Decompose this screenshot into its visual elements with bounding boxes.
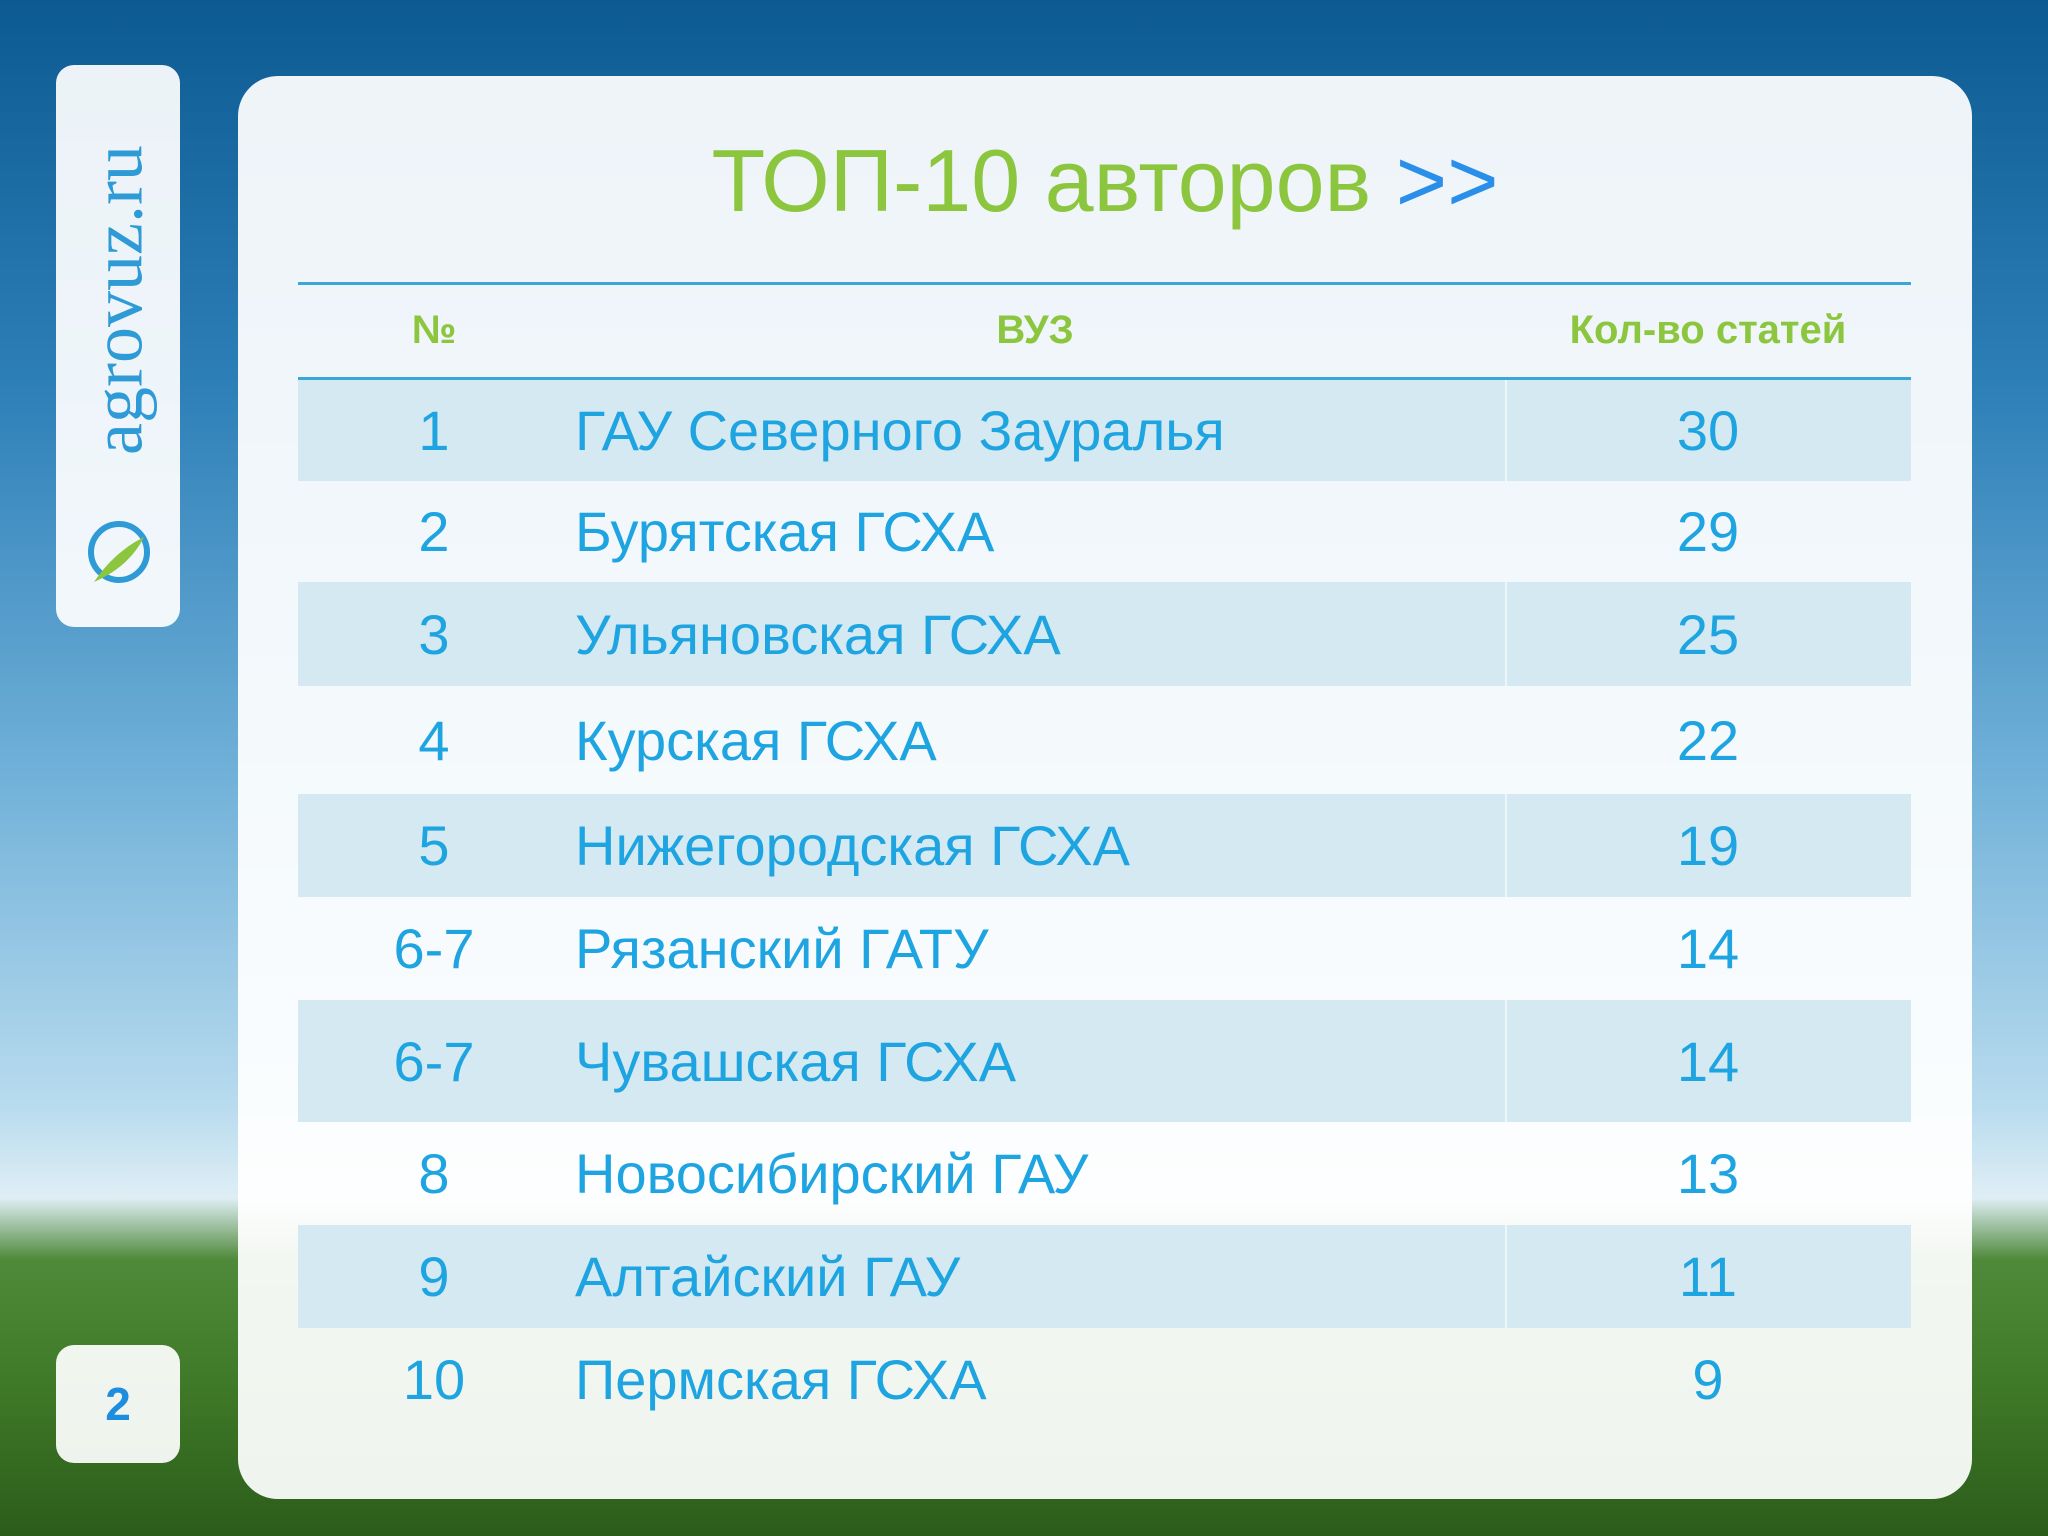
table-cell: 11 <box>1678 1245 1738 1308</box>
table-cell: 2 <box>418 500 450 563</box>
table-cell: 25 <box>1676 602 1740 666</box>
row-band <box>298 379 1911 481</box>
table-cell: 4 <box>418 708 450 772</box>
table-rule <box>298 377 1911 380</box>
table-cell: 22 <box>1676 708 1740 772</box>
table-cell: 13 <box>1676 1142 1740 1205</box>
table-cell: 3 <box>418 602 450 666</box>
table-cell: Курская ГСХА <box>575 708 937 772</box>
column-divider <box>1505 379 1507 481</box>
table-cell: 19 <box>1676 814 1740 877</box>
table-cell: 9 <box>418 1245 450 1308</box>
table-cell: Новосибирский ГАУ <box>575 1142 1089 1205</box>
table-cell: 6-7 <box>393 917 475 980</box>
table-cell: Бурятская ГСХА <box>575 500 995 563</box>
row-band <box>298 1000 1911 1122</box>
table-cell: 29 <box>1676 500 1740 563</box>
table-cell: 9 <box>1692 1347 1724 1411</box>
logo: agrovuz.ru <box>77 145 158 455</box>
row-band <box>298 1225 1911 1328</box>
table-cell: Пермская ГСХА <box>575 1347 987 1411</box>
row-band <box>298 794 1911 897</box>
table-cell: 30 <box>1676 398 1740 462</box>
table-cell: 10 <box>402 1347 466 1411</box>
table-cell: 14 <box>1676 1029 1740 1093</box>
table-cell: 14 <box>1676 917 1740 980</box>
column-divider <box>1505 582 1507 686</box>
header-cell: ВУЗ <box>996 308 1074 352</box>
table-cell: ГАУ Северного Зауралья <box>575 398 1225 462</box>
logo-panel <box>56 65 180 627</box>
table-rule <box>298 282 1911 285</box>
title-suffix: >> <box>1395 131 1499 230</box>
page-number: 2 <box>56 1345 180 1463</box>
table-cell: Ульяновская ГСХА <box>575 602 1061 666</box>
column-divider <box>1505 794 1507 897</box>
table-cell: Алтайский ГАУ <box>575 1245 961 1308</box>
table-cell: 1 <box>418 398 450 462</box>
row-band <box>298 582 1911 686</box>
title: ТОП-10 авторов >> <box>238 130 1972 232</box>
table-cell: Рязанский ГАТУ <box>575 917 989 980</box>
header-cell: Кол-во статей <box>1569 308 1847 352</box>
table-cell: 8 <box>418 1142 450 1205</box>
header-cell: № <box>411 308 457 352</box>
column-divider <box>1505 1000 1507 1122</box>
table-cell: Нижегородская ГСХА <box>575 814 1130 877</box>
table-cell: Чувашская ГСХА <box>575 1029 1017 1093</box>
title-text: ТОП-10 авторов <box>711 131 1372 230</box>
table-cell: 6-7 <box>393 1029 475 1093</box>
table-cell: 5 <box>418 814 450 877</box>
logo-icon <box>88 521 150 583</box>
column-divider <box>1505 1225 1507 1328</box>
